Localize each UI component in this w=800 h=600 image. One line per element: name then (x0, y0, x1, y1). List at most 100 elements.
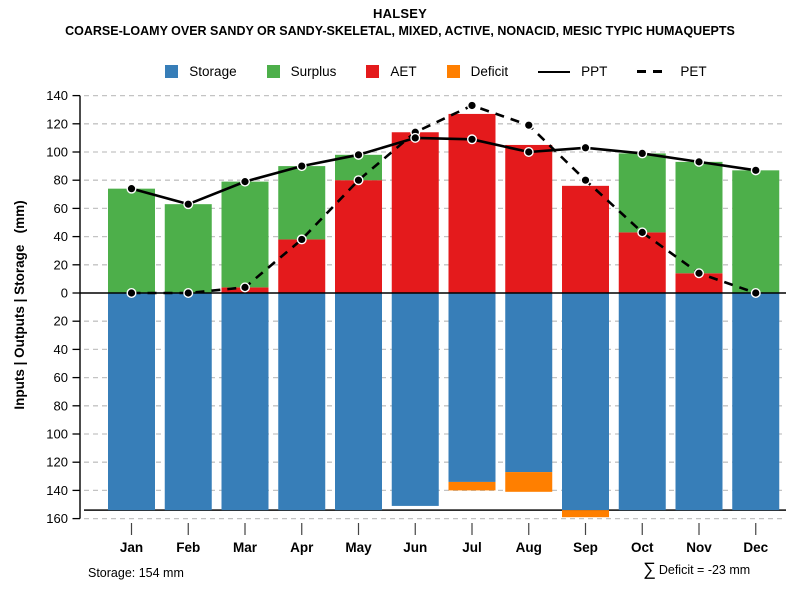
bar-surplus-mar (221, 181, 269, 288)
legend-label-pet: PET (680, 64, 707, 79)
bar-storage-oct (618, 293, 666, 511)
legend-item-pet: PET (637, 64, 707, 79)
bar-aet-oct (618, 232, 666, 293)
bar-surplus-jan (108, 188, 155, 293)
y-tick-label: 140 (46, 483, 68, 498)
pet-point-nov (694, 268, 705, 279)
bar-aet-apr (278, 239, 326, 293)
bar-deficit-aug (505, 472, 553, 492)
bar-surplus-apr (278, 166, 326, 240)
pet-point-feb (183, 288, 194, 299)
y-tick-label: 60 (54, 201, 68, 216)
x-tick-label-sep: Sep (573, 540, 598, 555)
legend-item-deficit: Deficit (446, 64, 509, 79)
bar-storage-sep (562, 293, 609, 511)
bar-surplus-feb (164, 204, 212, 293)
bar-storage-nov (675, 293, 723, 511)
y-tick-label: 80 (54, 173, 68, 188)
legend-label-storage: Storage (189, 64, 237, 79)
bar-storage-apr (278, 293, 326, 511)
x-tick-label-oct: Oct (631, 540, 654, 555)
y-tick-label: 0 (61, 286, 68, 301)
chart-title: HALSEY (373, 6, 427, 21)
ppt-point-jun (410, 132, 421, 143)
legend-line-ppt (538, 70, 571, 73)
ppt-point-dec (750, 165, 761, 176)
bar-storage-jul (448, 293, 496, 482)
bar-deficit-sep (562, 510, 609, 518)
y-tick-label: 100 (46, 145, 68, 160)
bar-surplus-oct (618, 153, 666, 233)
storage-note: Storage: 154 mm (88, 566, 184, 580)
bar-surplus-dec (732, 170, 780, 293)
legend-label-deficit: Deficit (470, 64, 509, 79)
legend-swatch-surplus (266, 65, 280, 78)
pet-point-dec (750, 288, 761, 299)
pet-point-jan (126, 288, 137, 299)
bar-deficit-jul (448, 481, 496, 491)
x-tick-label-aug: Aug (516, 540, 542, 555)
ppt-point-may (353, 149, 364, 160)
chart-legend: Storage Surplus AET Deficit PPT PET (36, 64, 800, 79)
x-tick-label-may: May (345, 540, 372, 555)
y-tick-label: 60 (54, 370, 68, 385)
bar-aet-sep (562, 185, 609, 293)
legend-item-storage: Storage (165, 64, 237, 79)
x-tick-label-nov: Nov (686, 540, 712, 555)
legend-line-pet (637, 70, 670, 73)
x-tick-label-apr: Apr (290, 540, 314, 555)
ppt-point-nov (694, 156, 705, 167)
ppt-point-mar (239, 176, 250, 187)
bar-storage-mar (221, 293, 269, 511)
bar-aet-may (335, 180, 382, 293)
y-tick-label: 120 (46, 455, 68, 470)
bar-storage-jan (108, 293, 155, 511)
y-tick-label: 80 (54, 398, 68, 413)
bar-storage-may (335, 293, 382, 511)
pet-point-aug (523, 120, 534, 131)
chart-subtitle: COARSE-LOAMY OVER SANDY OR SANDY-SKELETA… (65, 24, 735, 38)
y-tick-label: 140 (46, 88, 68, 103)
bar-aet-aug (505, 144, 553, 293)
legend-item-aet: AET (366, 64, 417, 79)
legend-item-ppt: PPT (538, 64, 607, 79)
pet-line (131, 104, 757, 295)
ppt-point-aug (523, 146, 534, 157)
x-tick-label-mar: Mar (233, 540, 258, 555)
ppt-line (131, 136, 756, 206)
bar-storage-feb (164, 293, 212, 511)
y-tick-label: 120 (46, 116, 68, 131)
y-tick-label: 40 (54, 229, 68, 244)
legend-label-aet: AET (390, 64, 417, 79)
x-tick-label-jan: Jan (120, 540, 143, 555)
bar-surplus-nov (675, 161, 723, 274)
pet-point-sep (580, 175, 591, 186)
ppt-point-oct (637, 148, 648, 159)
x-tick-label-dec: Dec (743, 540, 768, 555)
sigma-symbol: ∑ (643, 559, 656, 579)
ppt-point-apr (296, 161, 307, 172)
legend-swatch-aet (366, 65, 380, 78)
pet-point-may (353, 175, 364, 186)
legend-swatch-storage (165, 65, 179, 78)
bar-storage-dec (732, 293, 780, 511)
x-tick-label-jun: Jun (403, 540, 427, 555)
x-tick-label-jul: Jul (462, 540, 482, 555)
legend-swatch-deficit (446, 65, 460, 78)
pet-point-apr (296, 234, 307, 245)
bar-storage-jun (391, 293, 439, 506)
bar-aet-jun (391, 132, 439, 293)
y-tick-label: 20 (54, 257, 68, 272)
ppt-point-sep (580, 142, 591, 153)
y-tick-label: 160 (46, 511, 68, 526)
ppt-point-feb (183, 199, 194, 210)
y-tick-label: 40 (54, 342, 68, 357)
deficit-note: ∑ Deficit = -23 mm (643, 560, 750, 579)
legend-label-ppt: PPT (581, 64, 608, 79)
y-axis-title: Inputs | Outputs | Storage (mm) (12, 200, 27, 409)
deficit-sum-text: Deficit = -23 mm (658, 563, 751, 577)
chart-header: HALSEY COARSE-LOAMY OVER SANDY OR SANDY-… (0, 6, 800, 38)
pet-point-jul (467, 100, 478, 111)
